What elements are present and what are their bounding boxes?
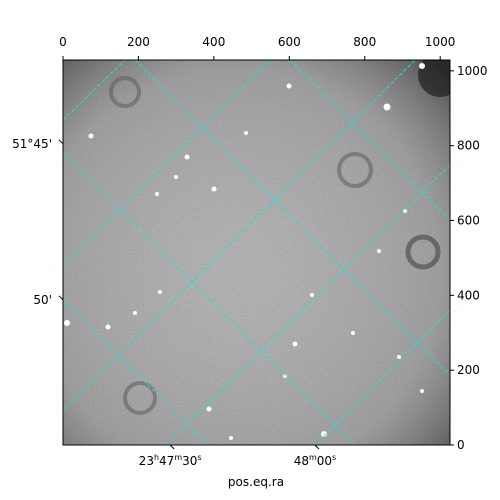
y-tick-label: 800 (457, 139, 480, 153)
dec-tick (58, 295, 64, 301)
y-tick-label: 0 (457, 438, 465, 452)
dec-tick-label: 50' (33, 293, 52, 307)
y-tick-label: 600 (457, 214, 480, 228)
coordinate-grid (63, 60, 450, 445)
x-tick-label: 400 (202, 35, 225, 49)
x-tick-label: 600 (278, 35, 301, 49)
dec-tick-label: 51°45' (12, 137, 52, 151)
dec-tick (58, 139, 64, 145)
ra-tick-label: 23h47m30s (139, 453, 202, 468)
x-tick-label: 0 (59, 35, 67, 49)
x-tick-label: 800 (353, 35, 376, 49)
y-tick-label: 1000 (457, 64, 488, 78)
ra-tick (169, 444, 175, 450)
x-tick-label: 200 (127, 35, 150, 49)
x-tick-label: 1000 (425, 35, 456, 49)
ra-tick-label: 48m00s (294, 453, 337, 468)
y-tick-label: 400 (457, 288, 480, 302)
y-tick-label: 200 (457, 363, 480, 377)
sky-image (63, 60, 450, 445)
ra-tick (314, 444, 320, 450)
x-axis-label: pos.eq.ra (228, 475, 284, 489)
axes-frame (62, 59, 451, 446)
